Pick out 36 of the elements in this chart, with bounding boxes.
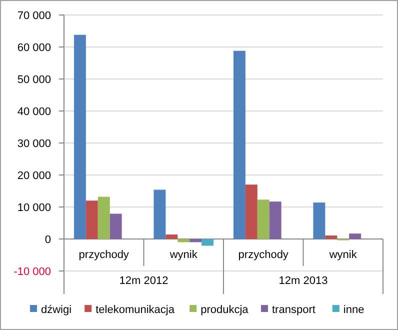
bar — [349, 234, 362, 239]
legend-label: produkcja — [200, 304, 250, 316]
text: 12m 2013 — [278, 274, 328, 287]
bar — [178, 239, 190, 242]
y-tick-label: 20 000 — [17, 170, 51, 182]
legend-label: inne — [343, 304, 364, 316]
bar — [233, 50, 246, 239]
bar — [325, 235, 338, 239]
legend-label: dźwigi — [41, 304, 72, 316]
x-tick-label: wynik — [168, 248, 198, 261]
bar — [269, 202, 282, 239]
bar — [166, 234, 178, 239]
x-tick-label: przychody — [78, 248, 130, 261]
y-tick-label: 60 000 — [17, 42, 51, 54]
y-tick-label: 40 000 — [17, 106, 51, 118]
y-tick-label: 10 000 — [17, 202, 51, 214]
bar — [190, 239, 202, 242]
y-tick-label: 50 000 — [17, 74, 51, 86]
bar — [202, 239, 214, 246]
bar — [74, 34, 86, 239]
y-tick-label: 70 000 — [17, 10, 51, 22]
bar — [86, 200, 98, 239]
bar — [110, 214, 122, 239]
bar — [98, 196, 110, 239]
y-tick-label: -10 000 — [14, 266, 51, 278]
y-tick-label: 0 — [44, 234, 51, 246]
bar — [313, 202, 326, 239]
y-tick-label: 30 000 — [17, 138, 51, 150]
bar — [257, 200, 270, 239]
legend-label: transport — [272, 304, 316, 316]
x-tick-label: przychody — [238, 248, 289, 261]
x-tick-label: wynik — [328, 248, 358, 261]
legend-label: telekomunikacja — [96, 304, 176, 316]
text: 12m 2012 — [119, 274, 168, 287]
bar — [245, 184, 258, 239]
bar — [154, 190, 166, 239]
